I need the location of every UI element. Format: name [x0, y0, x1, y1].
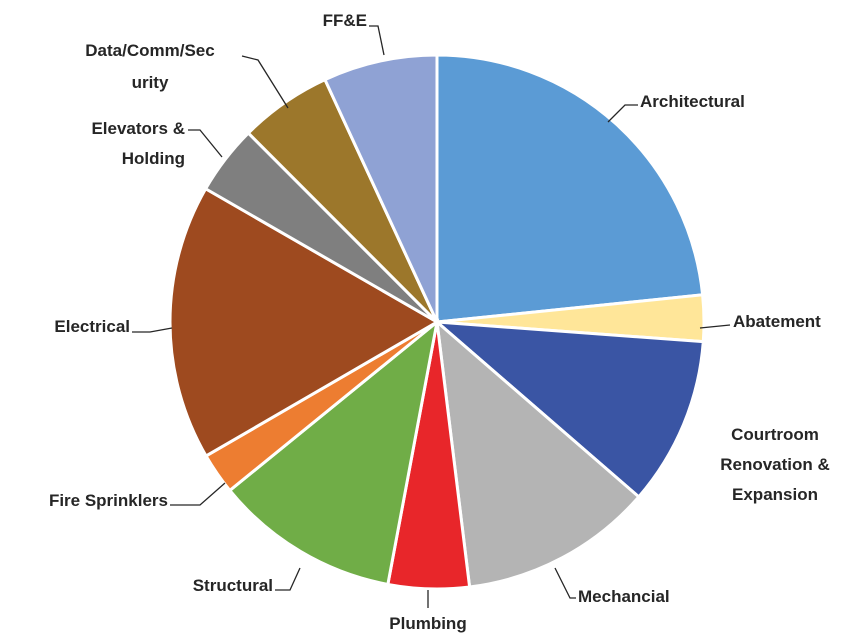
slice-label: Mechancial: [578, 587, 670, 606]
pie-slice: [435, 318, 641, 589]
leader-line: [607, 104, 638, 123]
slice-label: Fire Sprinklers: [49, 491, 168, 510]
pie-slice: [435, 53, 705, 324]
slice-label: Electrical: [54, 317, 130, 336]
leader-line: [170, 482, 226, 506]
slice-label: Data/Comm/Sec urity: [85, 41, 214, 92]
slice-label: Architectural: [640, 92, 745, 111]
pie-slice: [432, 320, 705, 499]
leader-line: [132, 327, 173, 333]
slice-label: Plumbing: [389, 614, 466, 633]
label-line: Expansion: [732, 485, 818, 504]
slice-label: Structural: [193, 576, 273, 595]
label-line: Courtroom: [731, 425, 819, 444]
pie-slice: [322, 53, 439, 323]
leader-line: [241, 55, 289, 109]
label-line: Electrical: [54, 317, 130, 336]
leader-line: [275, 567, 301, 591]
label-line: Data/Comm/Sec: [85, 41, 214, 60]
leader-line: [554, 567, 576, 599]
pie-slice: [227, 318, 440, 587]
slice-label: FF&E: [323, 11, 367, 30]
label-line: Abatement: [733, 312, 821, 331]
slice-label: Abatement: [733, 312, 821, 331]
label-line: Renovation &: [720, 455, 830, 474]
slice-label: Elevators & Holding: [91, 119, 185, 168]
pie-slice: [168, 186, 440, 459]
label-line: Holding: [122, 149, 185, 168]
label-line: FF&E: [323, 11, 367, 30]
label-line: Plumbing: [389, 614, 466, 633]
leader-line: [699, 324, 731, 329]
label-line: urity: [132, 73, 169, 92]
leader-line: [369, 25, 385, 56]
label-line: Elevators &: [91, 119, 185, 138]
slice-label: Courtroom Renovation & Expansion: [720, 425, 830, 504]
label-line: Mechancial: [578, 587, 670, 606]
label-line: Fire Sprinklers: [49, 491, 168, 510]
leader-line: [188, 129, 223, 158]
label-line: Architectural: [640, 92, 745, 111]
label-line: Structural: [193, 576, 273, 595]
